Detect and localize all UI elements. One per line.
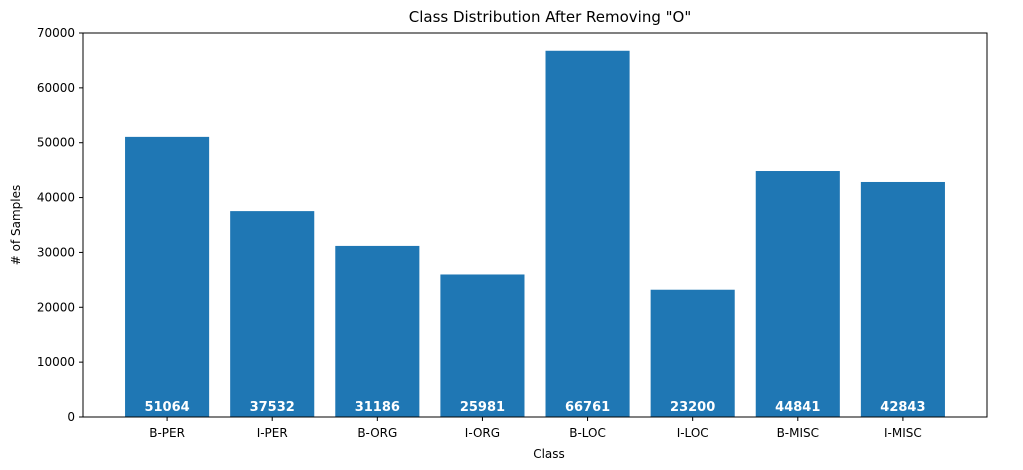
y-tick-label-50000: 50000 <box>37 136 75 150</box>
bar-i-org <box>440 274 525 417</box>
x-tick-label-b-loc: B-LOC <box>569 426 606 440</box>
bar-b-per <box>125 136 210 417</box>
x-axis-label: Class <box>533 447 565 461</box>
bar-b-org <box>335 245 420 417</box>
bar-i-per <box>230 211 315 417</box>
bar-value-label-i-per: 37532 <box>250 400 295 415</box>
bar-b-loc <box>545 50 630 418</box>
bar-i-loc <box>650 289 735 417</box>
y-tick-label-60000: 60000 <box>37 81 75 95</box>
bar-labels-group: 51064 37532 31186 25981 66761 23200 44841 42843 <box>144 400 925 415</box>
x-tick-label-i-per: I-PER <box>257 426 288 440</box>
bar-value-label-i-loc: 23200 <box>670 400 715 415</box>
bar-b-misc <box>755 171 840 417</box>
bar-value-label-i-org: 25981 <box>460 400 505 415</box>
bar-i-misc <box>860 181 945 417</box>
bar-value-label-b-per: 51064 <box>144 400 189 415</box>
x-tick-label-i-misc: I-MISC <box>884 426 922 440</box>
plot-frame <box>82 32 988 418</box>
x-tick-label-b-misc: B-MISC <box>777 426 819 440</box>
bars-group <box>125 50 945 418</box>
bar-value-label-b-misc: 44841 <box>775 400 820 415</box>
x-tick-label-i-org: I-ORG <box>465 426 500 440</box>
y-tick-label-20000: 20000 <box>37 300 75 314</box>
y-tick-label-10000: 10000 <box>37 355 75 369</box>
y-tick-label-40000: 40000 <box>37 191 75 205</box>
y-tick-label-70000: 70000 <box>37 26 75 40</box>
y-tick-label-0: 0 <box>67 410 75 424</box>
chart-title: Class Distribution After Removing "O" <box>409 8 692 26</box>
x-tick-label-b-org: B-ORG <box>357 426 397 440</box>
x-tick-label-b-per: B-PER <box>149 426 185 440</box>
x-tick-label-i-loc: I-LOC <box>677 426 709 440</box>
x-axis-ticks: B-PER I-PER B-ORG I-ORG B-LOC I-LOC B-MISC I-MI… <box>149 417 922 440</box>
y-axis-label: # of Samples <box>9 185 23 266</box>
bar-value-label-i-misc: 42843 <box>880 400 925 415</box>
y-axis-ticks: 0 10000 20000 30000 40000 50000 60000 70000 <box>37 26 83 424</box>
bar-value-label-b-org: 31186 <box>355 400 400 415</box>
bar-value-label-b-loc: 66761 <box>565 400 610 415</box>
y-tick-label-30000: 30000 <box>37 245 75 259</box>
